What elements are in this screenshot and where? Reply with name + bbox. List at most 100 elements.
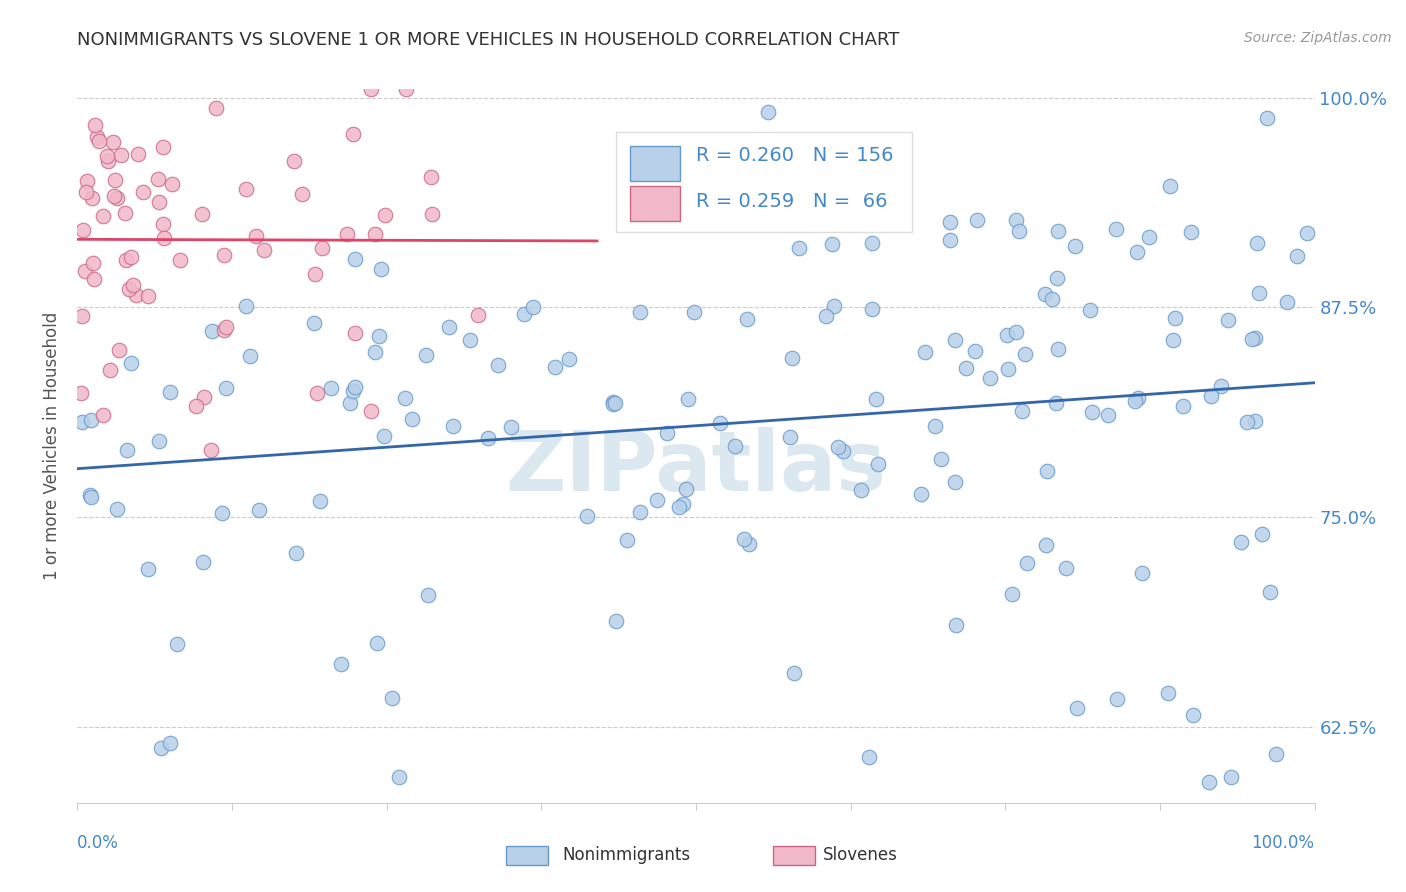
Point — [136, 562, 159, 576]
Point — [876, 147, 898, 161]
Point — [675, 482, 697, 496]
Point — [75, 186, 97, 200]
Point — [1198, 775, 1220, 789]
Point — [1275, 294, 1298, 309]
Point — [148, 194, 170, 209]
Point — [166, 637, 188, 651]
Point — [512, 307, 534, 321]
Point — [214, 323, 236, 337]
Point — [924, 419, 946, 434]
Point — [1240, 332, 1263, 346]
Point — [1137, 230, 1160, 244]
Point — [98, 362, 121, 376]
Point — [336, 227, 359, 241]
Point — [733, 532, 755, 546]
Point — [103, 189, 125, 203]
Point — [146, 172, 169, 186]
Point — [309, 494, 332, 508]
Point — [107, 343, 129, 357]
Point — [966, 212, 988, 227]
Point — [302, 316, 325, 330]
Point — [127, 147, 149, 161]
Point — [963, 343, 986, 358]
Point — [80, 191, 103, 205]
Point — [1107, 691, 1129, 706]
Point — [125, 287, 148, 301]
Point — [159, 736, 181, 750]
Point — [83, 272, 105, 286]
Point — [1123, 393, 1146, 408]
Point — [105, 191, 128, 205]
Point — [945, 618, 967, 632]
Point — [1005, 325, 1028, 339]
Point — [114, 252, 136, 267]
Point — [291, 187, 314, 202]
Point — [1216, 313, 1239, 327]
Point — [342, 384, 364, 398]
Point — [738, 537, 761, 551]
Point — [115, 442, 138, 457]
Point — [364, 345, 387, 359]
Point — [162, 178, 184, 192]
Point — [89, 134, 111, 148]
Point — [105, 501, 128, 516]
Point — [169, 253, 191, 268]
Point — [1046, 270, 1069, 285]
Point — [110, 148, 132, 162]
Point — [247, 503, 270, 517]
Point — [1046, 342, 1069, 356]
Point — [339, 396, 361, 410]
Point — [79, 488, 101, 502]
Point — [682, 305, 704, 319]
Point — [709, 417, 731, 431]
Point — [1011, 403, 1033, 417]
Point — [101, 135, 124, 149]
Point — [360, 403, 382, 417]
Point — [544, 359, 567, 374]
Point — [152, 231, 174, 245]
Point — [1014, 347, 1036, 361]
Point — [1265, 747, 1288, 761]
Point — [783, 665, 806, 680]
Point — [212, 248, 235, 262]
Point — [342, 127, 364, 141]
Point — [82, 256, 104, 270]
Point — [388, 770, 411, 784]
Point — [831, 444, 853, 458]
Point — [955, 361, 977, 376]
Point — [1244, 414, 1267, 428]
Point — [329, 657, 352, 671]
Y-axis label: 1 or more Vehicles in Household: 1 or more Vehicles in Household — [44, 312, 62, 580]
Point — [910, 487, 932, 501]
Point — [499, 419, 522, 434]
Point — [193, 555, 215, 569]
Point — [1004, 212, 1026, 227]
Point — [311, 241, 333, 255]
Point — [1285, 249, 1308, 263]
Point — [1045, 396, 1067, 410]
Point — [91, 209, 114, 223]
Point — [477, 431, 499, 445]
Point — [1199, 389, 1222, 403]
Point — [253, 243, 276, 257]
Point — [779, 429, 801, 443]
Point — [1046, 224, 1069, 238]
Point — [366, 636, 388, 650]
Point — [486, 358, 509, 372]
Point — [1054, 561, 1077, 575]
Point — [939, 215, 962, 229]
FancyBboxPatch shape — [616, 132, 912, 232]
Point — [1105, 222, 1128, 236]
Point — [1126, 245, 1149, 260]
Point — [1078, 303, 1101, 318]
Point — [821, 237, 844, 252]
Point — [943, 475, 966, 489]
Point — [1130, 566, 1153, 580]
Point — [96, 149, 118, 163]
Point — [184, 399, 207, 413]
Point — [628, 304, 651, 318]
Point — [343, 380, 366, 394]
Point — [283, 154, 305, 169]
Point — [235, 299, 257, 313]
Point — [1081, 405, 1104, 419]
